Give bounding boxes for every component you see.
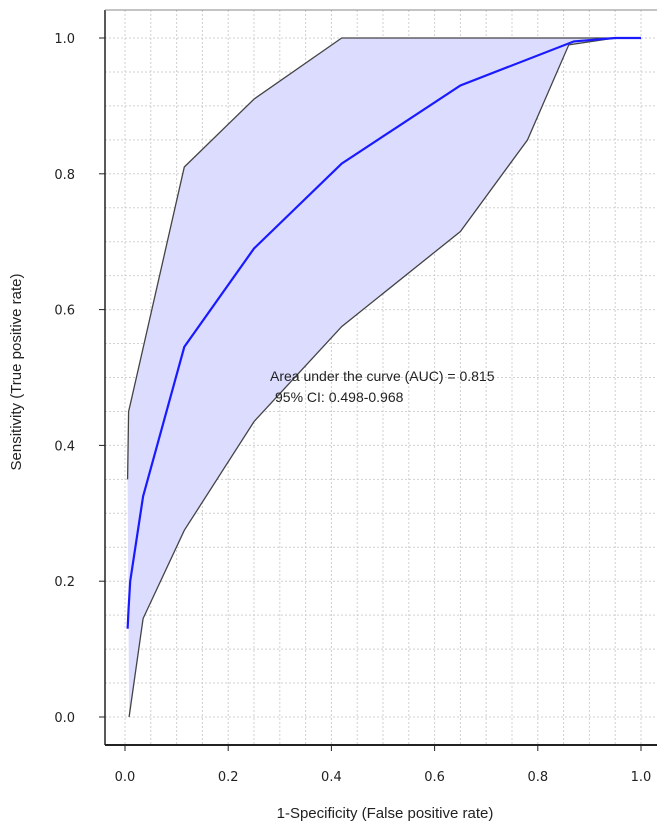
- ci-upper-line: [126, 37, 641, 480]
- tick-labels: 0.0 0.2 0.4 0.6 0.8 1.0 0.0 0.2 0.4 0.6 0.8 1.0: [54, 32, 651, 785]
- y-tick-label: 0.0: [54, 711, 75, 726]
- auc-annotation: Area under the curve (AUC) = 0.815: [270, 368, 495, 384]
- x-tick-label: 0.6: [424, 770, 445, 785]
- y-tick-label: 0.2: [54, 575, 75, 590]
- x-axis-title: 1-Specificity (False positive rate): [277, 805, 494, 822]
- y-tick-label: 0.4: [54, 439, 75, 454]
- x-tick-label: 0.0: [115, 770, 136, 785]
- x-tick-label: 0.8: [527, 770, 548, 785]
- y-tick-label: 1.0: [54, 32, 75, 47]
- ci-lower-line: [128, 37, 641, 718]
- y-tick-label: 0.8: [54, 168, 75, 183]
- axes: [99, 9, 657, 751]
- ci-band: [127, 38, 642, 717]
- x-tick-label: 0.4: [321, 770, 342, 785]
- y-axis-title: Sensitivity (True positive rate): [8, 273, 25, 470]
- x-tick-label: 0.2: [218, 770, 239, 785]
- ci-annotation: 95% CI: 0.498-0.968: [275, 389, 404, 405]
- y-tick-label: 0.6: [54, 304, 75, 319]
- x-tick-label: 1.0: [631, 770, 652, 785]
- roc-curve: [126, 36, 641, 629]
